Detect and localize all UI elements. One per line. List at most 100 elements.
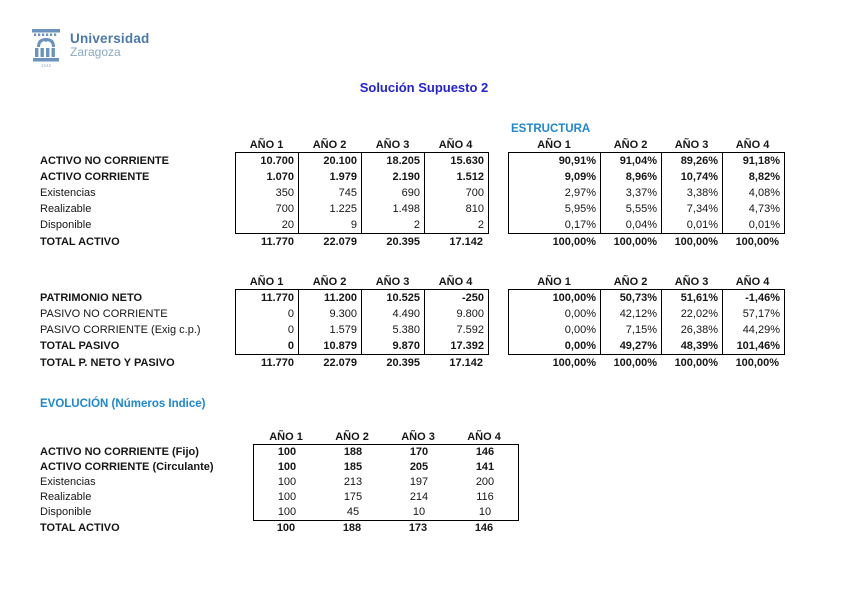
- table-box: 10.700 20.100 18.205 15.630 1.070 1.979 2.190 1…: [235, 152, 489, 234]
- year-value-cell: 11.770: [236, 290, 299, 306]
- table-row: 90,91% 91,04% 89,26% 91,18%: [509, 153, 784, 169]
- est-value-cell: -1,46%: [745, 292, 780, 304]
- year-value-cell: 0: [236, 306, 299, 322]
- est-value-cell: 0,00%: [509, 306, 601, 322]
- est-value-cell: 101,46%: [736, 340, 780, 352]
- total-value-cell: 100,00%: [735, 236, 779, 248]
- total-row-label: TOTAL ACTIVO: [40, 236, 120, 248]
- row-label: TOTAL PASIVO: [40, 340, 120, 352]
- year-header: AÑO 2: [613, 276, 648, 288]
- total-row: 100 188 173 146: [253, 521, 519, 536]
- year-value-cell: 170: [409, 446, 429, 458]
- table-box: 90,91% 91,04% 89,26% 91,18% 9,09% 8,96% 10,74%…: [508, 152, 785, 234]
- table-row: 1.070 1.979 2.190 1.512: [236, 169, 488, 185]
- table-row: 0,00% 42,12% 22,02% 57,17%: [509, 306, 784, 322]
- est-value-cell: 26,38%: [662, 322, 723, 338]
- year-value-cell: 9.800: [456, 308, 484, 320]
- year-value-cell: 1.979: [299, 169, 362, 185]
- year-value-cell: 700: [465, 187, 484, 199]
- total-value-cell: 100,00%: [613, 357, 657, 369]
- year-value-cell: 9: [299, 217, 362, 233]
- year-value-columns: AÑO 1 AÑO 2 AÑO 3 AÑO 4 10.700 20.100 18.205 15…: [235, 139, 489, 250]
- est-value-cell: 2,97%: [509, 185, 601, 201]
- year-value-cell: -250: [461, 292, 484, 304]
- total-value-cell: 100,00%: [674, 236, 718, 248]
- row-label: Realizable: [40, 491, 92, 503]
- year-header: AÑO 2: [613, 139, 648, 151]
- total-value-cell: 11.770: [260, 236, 294, 248]
- table-row: 0 9.300 4.490 9.800: [236, 306, 488, 322]
- est-value-cell: 5,95%: [509, 201, 601, 217]
- est-value-cell: 0,00%: [509, 338, 601, 354]
- est-value-cell: 4,08%: [748, 187, 780, 199]
- est-value-cell: 89,26%: [662, 153, 723, 169]
- est-value-cell: 90,91%: [509, 153, 601, 169]
- year-value-cell: 146: [475, 446, 495, 458]
- year-header: AÑO 2: [312, 276, 347, 288]
- year-header: AÑO 1: [537, 276, 571, 288]
- table-row: 0,00% 49,27% 48,39% 101,46%: [509, 338, 784, 354]
- est-value-cell: 9,09%: [509, 169, 601, 185]
- year-value-cell: 100: [277, 476, 297, 488]
- year-value-cell: 10: [478, 506, 492, 518]
- est-value-cell: 49,27%: [601, 338, 662, 354]
- year-value-cell: 1.512: [456, 171, 484, 183]
- year-value-cell: 4.490: [362, 306, 425, 322]
- table-row: 700 1.225 1.498 810: [236, 201, 488, 217]
- total-value-cell: 100,00%: [552, 357, 596, 369]
- year-value-cell: 10.879: [299, 338, 362, 354]
- year-value-cell: 175: [343, 491, 363, 503]
- table-row: 350 745 690 700: [236, 185, 488, 201]
- year-value-cell: 116: [476, 491, 494, 503]
- year-header: AÑO 3: [674, 139, 709, 151]
- year-value-cell: 20: [236, 217, 299, 233]
- year-value-cell: 2: [477, 219, 484, 231]
- year-value-cell: 20.100: [299, 153, 362, 169]
- table-row: 9,09% 8,96% 10,74% 8,82%: [509, 169, 784, 185]
- table-row: 11.770 11.200 10.525 -250: [236, 290, 488, 306]
- table-row: 0,17% 0,04% 0,01% 0,01%: [509, 217, 784, 233]
- total-row: 11.770 22.079 20.395 17.142: [235, 355, 489, 371]
- year-header: AÑO 1: [249, 276, 284, 288]
- year-value-cell: 5.380: [362, 322, 425, 338]
- year-value-cell: 1.225: [299, 201, 362, 217]
- total-value-cell: 22.079: [323, 236, 357, 248]
- year-value-cell: 9.300: [299, 306, 362, 322]
- year-value-cell: 188: [343, 446, 363, 458]
- year-header: AÑO 4: [467, 431, 501, 443]
- table-row: 100 213 197 200: [254, 475, 518, 490]
- est-value-cell: 0,00%: [509, 322, 601, 338]
- est-value-cell: 42,12%: [601, 306, 662, 322]
- university-logo: 1542 Universidad Zaragoza: [31, 28, 149, 68]
- est-value-cell: 0,01%: [748, 219, 780, 231]
- total-row-label: TOTAL P. NETO Y PASIVO: [40, 357, 175, 369]
- year-header: AÑO 1: [537, 139, 571, 151]
- table-row: 100 45 10 10: [254, 505, 518, 520]
- estructura-heading: ESTRUCTURA: [511, 123, 591, 135]
- total-value-cell: 17.142: [449, 357, 483, 369]
- year-value-cell: 0: [236, 338, 299, 354]
- total-value-cell: 100,00%: [674, 357, 718, 369]
- est-value-cell: 3,38%: [662, 185, 723, 201]
- year-header: AÑO 2: [312, 139, 347, 151]
- page-title: Solución Supuesto 2: [359, 80, 489, 95]
- row-labels-column: ACTIVO NO CORRIENTE (Fijo) ACTIVO CORRIEN…: [40, 445, 214, 536]
- row-label: PASIVO CORRIENTE (Exig c.p.): [40, 324, 201, 336]
- year-header: AÑO 3: [375, 276, 410, 288]
- total-row: 11.770 22.079 20.395 17.142: [235, 234, 489, 250]
- year-value-cell: 100: [277, 491, 297, 503]
- university-emblem-icon: 1542: [32, 29, 60, 68]
- year-value-cell: 7.592: [456, 324, 484, 336]
- table-row: 100,00% 50,73% 51,61% -1,46%: [509, 290, 784, 306]
- year-value-cell: 214: [409, 491, 429, 503]
- year-value-cell: 185: [343, 461, 363, 473]
- est-value-cell: 100,00%: [509, 290, 601, 306]
- total-value-cell: 100,00%: [735, 357, 779, 369]
- logo-zaragoza-text: Zaragoza: [70, 45, 121, 59]
- year-value-cell: 141: [475, 461, 495, 473]
- year-header: AÑO 1: [249, 139, 284, 151]
- row-label: ACTIVO NO CORRIENTE (Fijo): [40, 446, 199, 458]
- est-value-cell: 3,37%: [601, 185, 662, 201]
- logo-universidad-text: Universidad: [70, 31, 150, 46]
